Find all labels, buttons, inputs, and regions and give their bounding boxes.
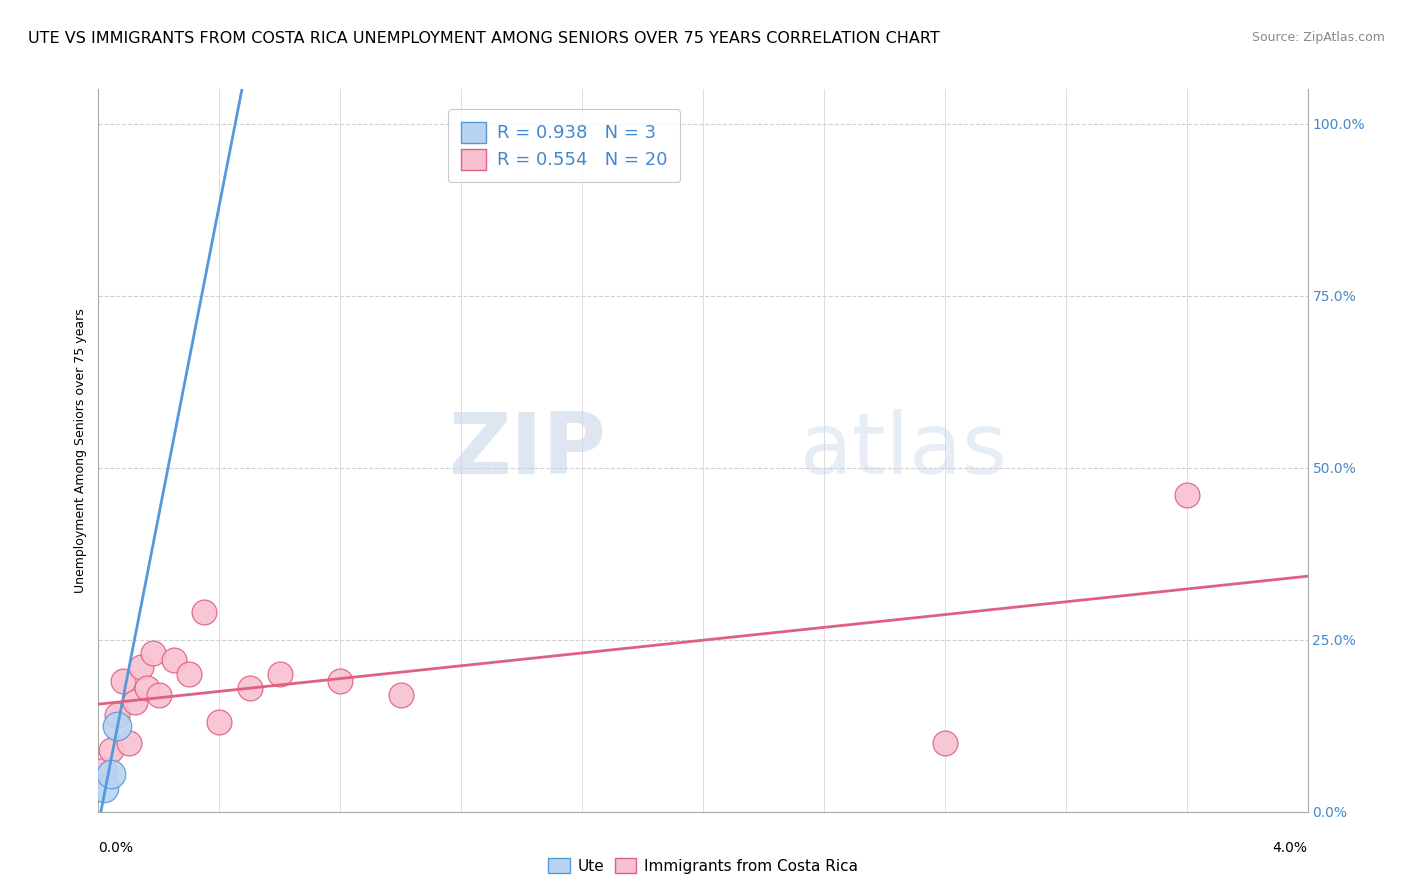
Point <box>129 660 152 674</box>
Point <box>118 736 141 750</box>
Text: Source: ZipAtlas.com: Source: ZipAtlas.com <box>1251 31 1385 45</box>
Point <box>389 688 412 702</box>
Point <box>111 673 134 688</box>
Y-axis label: Unemployment Among Seniors over 75 years: Unemployment Among Seniors over 75 years <box>75 308 87 593</box>
Point <box>105 719 128 733</box>
Point <box>142 647 165 661</box>
Point <box>193 605 215 619</box>
Point <box>1175 488 1198 502</box>
Text: 4.0%: 4.0% <box>1272 840 1308 855</box>
Point <box>239 681 262 695</box>
Text: atlas: atlas <box>800 409 1008 492</box>
Point <box>135 681 157 695</box>
Text: ZIP: ZIP <box>449 409 606 492</box>
Point <box>105 708 128 723</box>
Point <box>124 695 146 709</box>
Text: 0.0%: 0.0% <box>98 840 134 855</box>
Point <box>100 767 122 781</box>
Point <box>148 688 170 702</box>
Point <box>93 780 115 795</box>
Text: UTE VS IMMIGRANTS FROM COSTA RICA UNEMPLOYMENT AMONG SENIORS OVER 75 YEARS CORRE: UTE VS IMMIGRANTS FROM COSTA RICA UNEMPL… <box>28 31 939 46</box>
Point <box>163 653 186 667</box>
Point <box>208 715 231 730</box>
Point <box>179 667 201 681</box>
Point <box>934 736 956 750</box>
Point <box>329 673 352 688</box>
Point <box>93 764 115 778</box>
Point <box>269 667 291 681</box>
Legend: Ute, Immigrants from Costa Rica: Ute, Immigrants from Costa Rica <box>543 852 863 880</box>
Point <box>100 743 122 757</box>
Legend: R = 0.938   N = 3, R = 0.554   N = 20: R = 0.938 N = 3, R = 0.554 N = 20 <box>449 109 681 182</box>
